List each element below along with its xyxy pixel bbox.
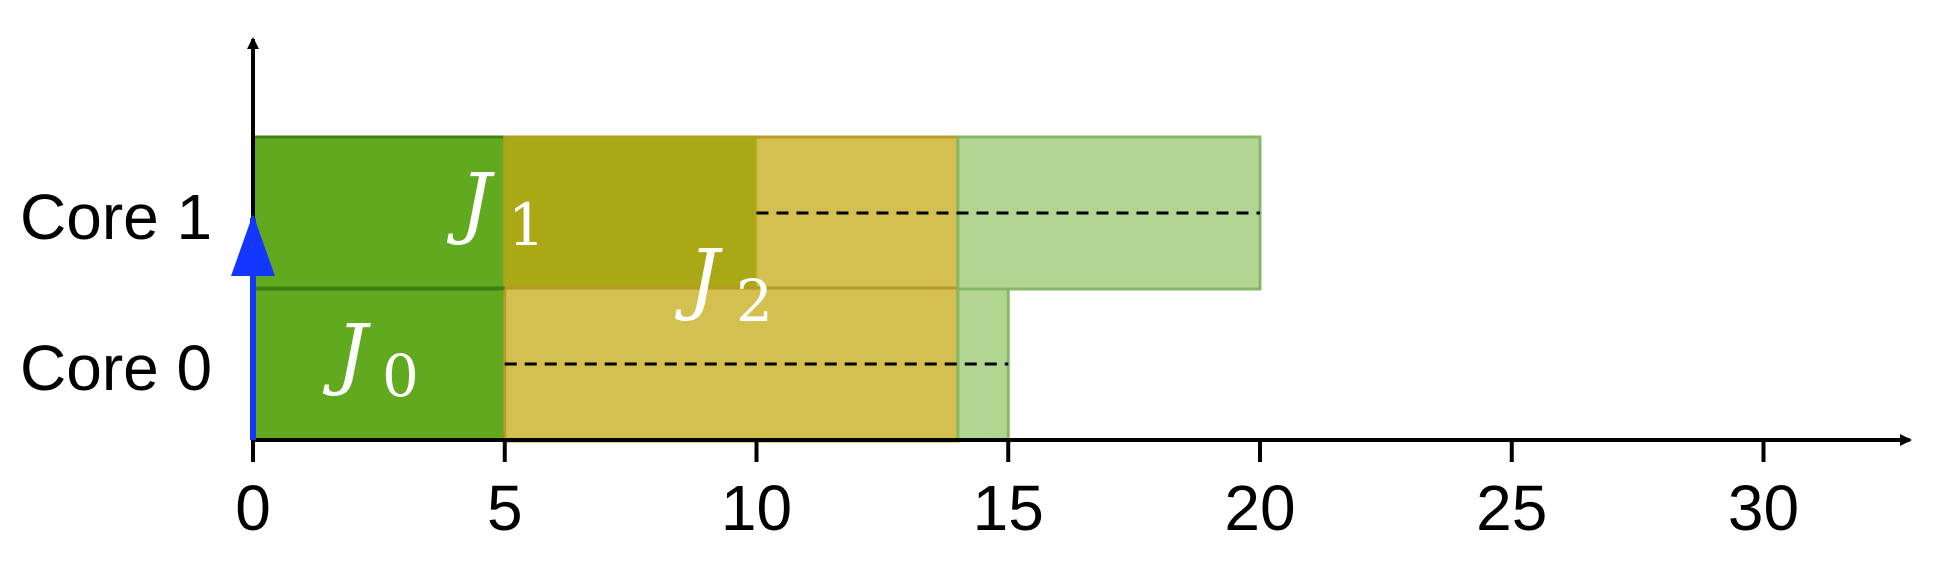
job-bar-0 [251,286,507,442]
job-bars [251,135,1262,443]
overlap-bar [504,137,757,289]
job-subscript-1: 1 [508,191,545,259]
x-tick-label-4: 20 [1224,472,1295,544]
x-tick-label-2: 10 [721,472,792,544]
job-subscript-0: 0 [382,342,419,410]
core-1-label: Core 1 [20,181,212,253]
axes [231,37,1912,462]
x-tick-label-1: 5 [487,472,523,544]
dashed-lines [504,211,1260,366]
x-tick-label-5: 25 [1476,472,1547,544]
job-subscript-2: 2 [736,267,773,335]
x-tick-label-6: 30 [1728,472,1799,544]
core-0-label: Core 0 [20,332,212,404]
release-arrow-head [231,214,275,276]
x-tick-label-0: 0 [235,472,271,544]
x-tick-label-3: 15 [973,472,1044,544]
